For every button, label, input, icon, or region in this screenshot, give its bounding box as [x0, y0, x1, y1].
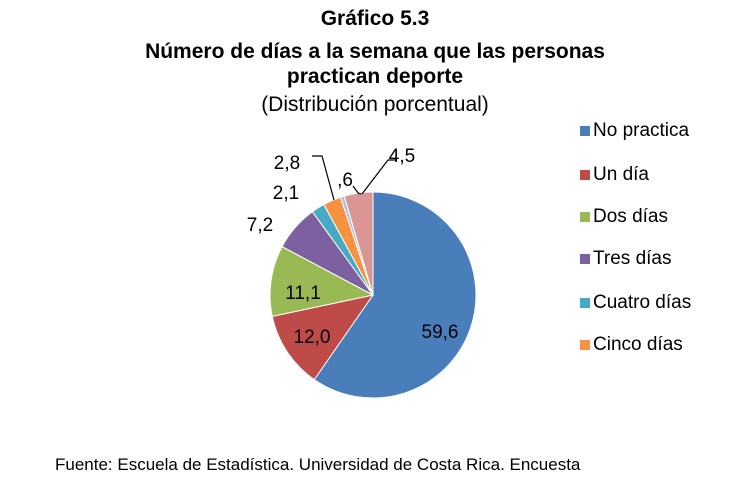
- chart-title-line-2: Número de días a la semana que las perso…: [145, 40, 605, 63]
- pie-slice: [313, 191, 477, 399]
- source-note: Fuente: Escuela de Estadística. Universi…: [55, 455, 581, 474]
- legend-swatch: [580, 298, 590, 308]
- pie-chart: 59,6 12,0 11,1 7,22,1 2,8 ,6 4,5: [247, 146, 477, 399]
- leader-line: [352, 185, 362, 195]
- slice-label: ,6: [337, 170, 353, 191]
- slice-label: 12,0: [294, 327, 331, 348]
- legend-swatch: [580, 126, 590, 136]
- chart-title-line-1: Gráfico 5.3: [320, 7, 430, 30]
- slice-label: 2,1: [273, 183, 299, 204]
- chart-subtitle: (Distribución porcentual): [261, 93, 489, 116]
- legend-label: Tres días: [593, 248, 672, 269]
- leader-line: [361, 159, 397, 195]
- legend-label: Cuatro días: [593, 292, 692, 313]
- legend-label: Un día: [593, 164, 649, 185]
- legend-label: No practica: [593, 120, 690, 141]
- slice-label: 4,5: [389, 146, 415, 167]
- legend-label: Dos días: [593, 206, 668, 227]
- slice-label: 7,2: [247, 215, 273, 236]
- slice-label: 11,1: [285, 283, 321, 304]
- pie-slice: [269, 245, 375, 317]
- slice-label: 59,6: [422, 322, 459, 343]
- pie-slice: [271, 294, 375, 381]
- legend-swatch: [580, 340, 590, 350]
- legend-swatch: [580, 254, 590, 264]
- chart-title-line-3: practican deporte: [286, 65, 464, 88]
- legend-label: Cinco días: [593, 334, 683, 355]
- leader-line: [312, 155, 335, 201]
- legend-swatch: [580, 212, 590, 222]
- slice-label: 2,8: [274, 153, 300, 174]
- legend-swatch: [580, 170, 590, 180]
